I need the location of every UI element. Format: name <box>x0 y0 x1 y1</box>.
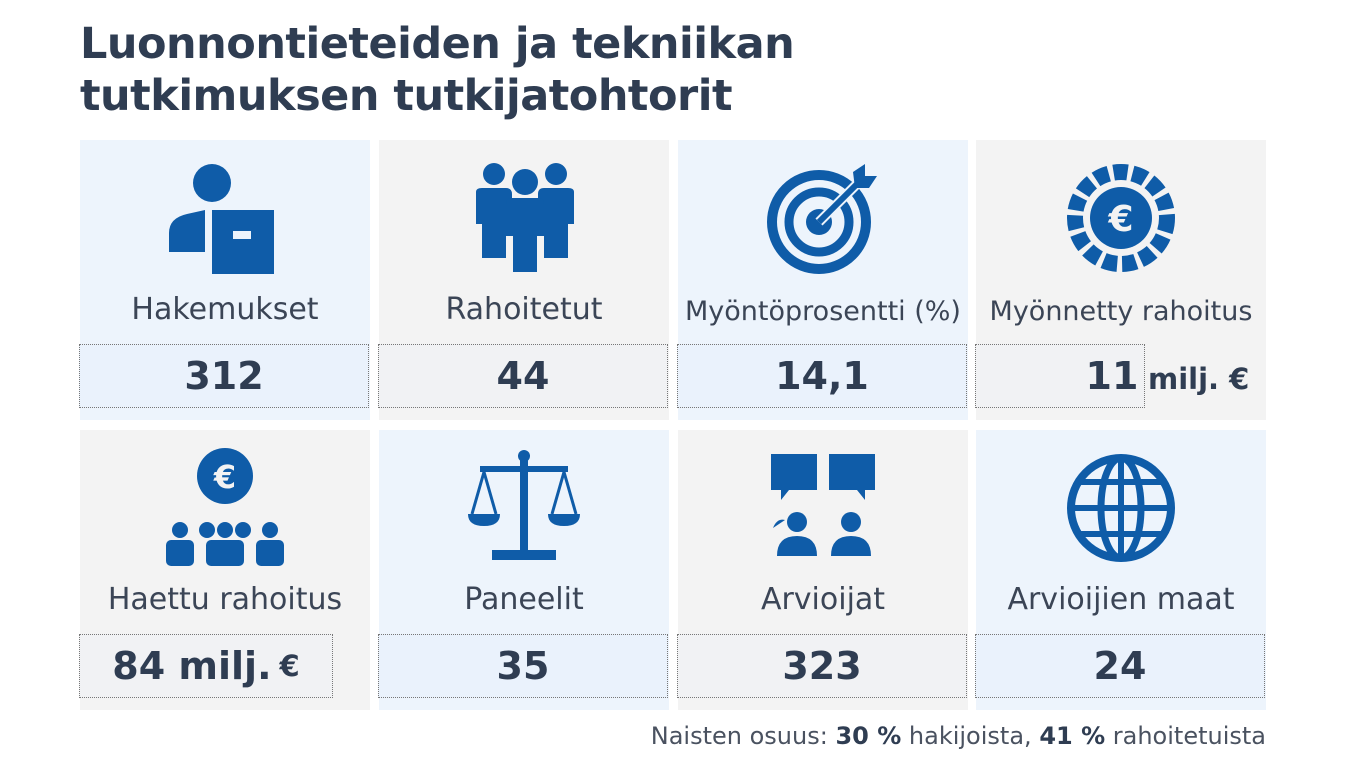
value-box: 84 milj. € <box>79 634 333 698</box>
tile-funded: Rahoitetut 44 <box>378 140 669 420</box>
value-box: 24 <box>975 634 1265 698</box>
tile-label: Paneelit <box>464 582 584 617</box>
value-box: 323 <box>677 634 967 698</box>
globe-icon <box>976 448 1266 568</box>
tile-granted-funding: € Myönnetty rahoitus 11 milj. € <box>975 140 1266 420</box>
applicants-text: hakijoista, <box>908 722 1032 750</box>
tile-value: 35 <box>496 644 550 688</box>
title-line-1: Luonnontieteiden ja tekniikan <box>80 19 795 69</box>
tile-applied-funding: € Haettu rahoitus 84 milj. € <box>79 430 370 710</box>
svg-text:€: € <box>1107 199 1133 240</box>
tile-applications: Hakemukset 312 <box>79 140 370 420</box>
tile-label: Arvioijat <box>760 582 886 617</box>
tile-value: 323 <box>782 644 862 688</box>
svg-text:€: € <box>213 458 236 496</box>
tile-value: 11 <box>1085 354 1139 398</box>
tile-success-rate: Myöntöprosentti (%) 14,1 <box>677 140 968 420</box>
tile-label: Hakemukset <box>131 292 319 327</box>
tile-unit: € <box>279 649 300 683</box>
value-box: 11 <box>975 344 1145 408</box>
tile-value: 44 <box>496 354 550 398</box>
tile-panels: Paneelit 35 <box>378 430 669 710</box>
tile-label: Arvioijien maat <box>1007 582 1235 617</box>
title-line-2: tutkimuksen tutkijatohtorit <box>80 71 733 121</box>
tile-label: Rahoitetut <box>445 292 603 327</box>
euro-coin-icon: € <box>976 158 1266 278</box>
discussion-icon <box>678 448 968 568</box>
tile-value: 84 milj. <box>112 644 272 688</box>
funded-percentage: 41 % <box>1039 722 1106 750</box>
tile-value: 14,1 <box>775 354 869 398</box>
footnote-prefix: Naisten osuus: <box>650 722 828 750</box>
tile-reviewer-countries: Arvioijien maat 24 <box>975 430 1266 710</box>
tile-label: Myönnetty rahoitus <box>989 296 1253 327</box>
tile-reviewers: Arvioijat 323 <box>677 430 968 710</box>
value-box: 44 <box>378 344 668 408</box>
tile-label: Haettu rahoitus <box>107 582 343 617</box>
women-share-footnote: Naisten osuus: 30 % hakijoista, 41 % rah… <box>651 722 1266 750</box>
group-icon <box>379 158 669 278</box>
target-icon <box>678 158 968 278</box>
applicants-percentage: 30 % <box>835 722 902 750</box>
scales-icon <box>379 448 669 568</box>
tile-value: 24 <box>1093 644 1147 688</box>
euro-people-icon: € <box>80 448 370 568</box>
tile-label: Myöntöprosentti (%) <box>685 296 961 327</box>
tile-unit: milj. € <box>1148 362 1250 396</box>
page-title: Luonnontieteiden ja tekniikan tutkimukse… <box>80 18 980 122</box>
value-box: 312 <box>79 344 369 408</box>
value-box: 35 <box>378 634 668 698</box>
tile-value: 312 <box>184 354 264 398</box>
applicant-icon <box>80 158 370 278</box>
value-box: 14,1 <box>677 344 967 408</box>
funded-text: rahoitetuista <box>1112 722 1266 750</box>
